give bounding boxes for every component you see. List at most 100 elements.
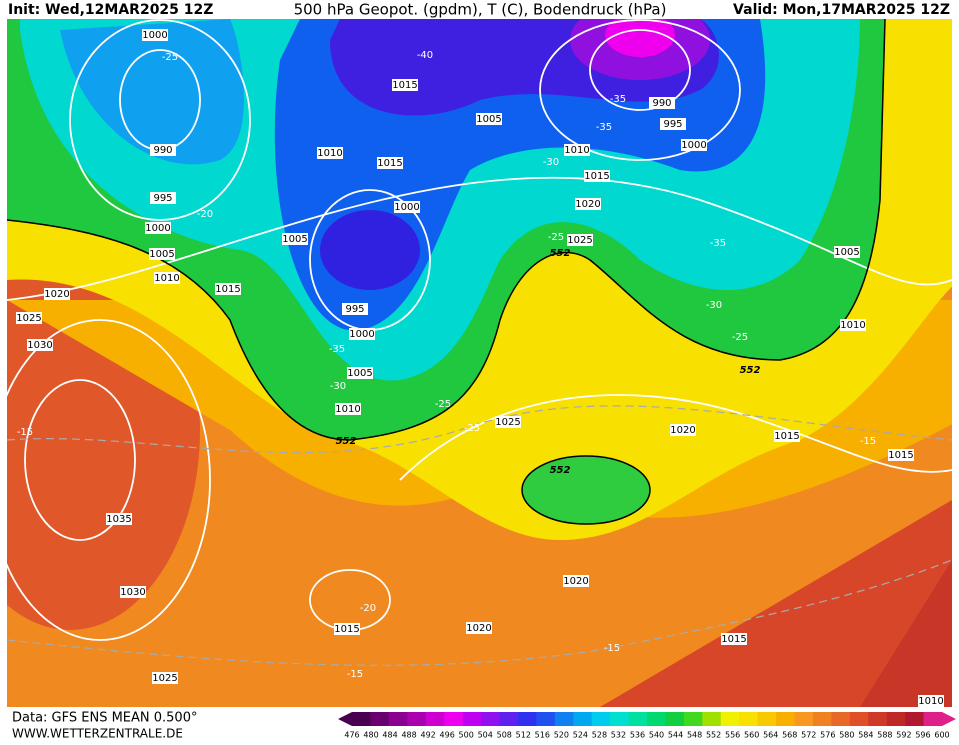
temperature-label: -15 (604, 643, 620, 654)
label-box (377, 157, 403, 169)
pressure-label: 1020 (466, 623, 491, 634)
temperature-label: -35 (596, 122, 612, 133)
legend-level: 592 (896, 731, 911, 740)
pressure-label: 1015 (215, 284, 240, 295)
temperature-label: -30 (330, 381, 346, 392)
legend-level: 524 (573, 731, 588, 740)
color-legend: 476 480 484 488 492 496 500 504 508 512 516 520 524 5… (338, 712, 956, 740)
pressure-label: 1015 (888, 450, 913, 461)
pressure-label: 1020 (563, 576, 588, 587)
legend-level: 520 (554, 731, 569, 740)
label-box (575, 198, 601, 210)
legend-level: 536 (630, 731, 645, 740)
legend-level: 596 (915, 731, 930, 740)
legend-swatch (776, 712, 795, 726)
legend-level: 528 (592, 731, 607, 740)
map-area (7, 19, 952, 707)
legend-swatch (610, 712, 630, 726)
label-box (16, 312, 42, 324)
label-box (660, 118, 686, 130)
pressure-label: 1000 (349, 329, 374, 340)
legend-level: 488 (401, 731, 416, 740)
pressure-label: 1015 (584, 171, 609, 182)
label-box (334, 623, 360, 635)
label-box (215, 283, 241, 295)
legend-swatch (702, 712, 722, 726)
pressure-label: 1005 (149, 249, 174, 260)
label-box (27, 339, 53, 351)
label-box (774, 430, 800, 442)
label-box (476, 113, 502, 125)
legend-swatch (849, 712, 869, 726)
pressure-label: 1010 (564, 145, 589, 156)
pressure-label: 990 (153, 145, 172, 156)
temperature-label: -35 (610, 94, 626, 105)
label-box (120, 586, 146, 598)
geopotential-552 (7, 19, 886, 525)
legend-level: 508 (497, 731, 512, 740)
pressure-label: 1015 (774, 431, 799, 442)
legend-swatch (591, 712, 611, 726)
legend-swatch (352, 712, 371, 726)
legend-swatch (812, 712, 832, 726)
isotherms (7, 405, 952, 666)
legend-level: 496 (440, 731, 455, 740)
legend-swatch (905, 712, 925, 726)
label-box (317, 147, 343, 159)
legend-level: 484 (382, 731, 397, 740)
label-box (154, 272, 180, 284)
temperature-label: -35 (710, 238, 726, 249)
label-box (392, 79, 418, 91)
pressure-label: 1005 (282, 234, 307, 245)
label-box (342, 303, 368, 315)
legend-swatch (923, 712, 943, 726)
label-box (142, 29, 168, 41)
label-box (840, 319, 866, 331)
label-box (44, 288, 70, 300)
temperature-label: -15 (860, 436, 876, 447)
legend-swatch (628, 712, 648, 726)
legend-level: 572 (801, 731, 816, 740)
legend-swatch (481, 712, 500, 726)
legend-level: 544 (668, 731, 683, 740)
legend-level: 556 (725, 731, 740, 740)
temperature-label: -25 (435, 399, 451, 410)
temperature-label: -20 (360, 603, 376, 614)
label-box (282, 233, 308, 245)
legend-level: 588 (877, 731, 892, 740)
legend-level: 480 (363, 731, 378, 740)
pressure-label: 1010 (840, 320, 865, 331)
legend-swatch (462, 712, 482, 726)
pressure-label: 1000 (681, 140, 706, 151)
legend-arrow (338, 712, 352, 726)
legend-swatch (388, 712, 408, 726)
legend-swatch (720, 712, 740, 726)
pressure-label: 1020 (44, 289, 69, 300)
warm-field (600, 500, 952, 707)
label-box (466, 622, 492, 634)
legend-swatch (407, 712, 427, 726)
pressure-label: 1035 (106, 514, 131, 525)
field (320, 210, 420, 290)
legend-level: 600 (934, 731, 949, 740)
label-box (888, 449, 914, 461)
geopotential-label: 552 (550, 465, 571, 476)
legend-level: 580 (839, 731, 854, 740)
legend-swatch (536, 712, 556, 726)
pressure-label: 1015 (392, 80, 417, 91)
label-box (495, 416, 521, 428)
label-box (149, 248, 175, 260)
label-box (349, 328, 375, 340)
label-box (918, 695, 944, 707)
pressure-label: 1025 (152, 673, 177, 684)
isobars (7, 19, 952, 641)
data-source: Data: GFS ENS MEAN 0.500° (12, 711, 197, 726)
legend-swatch (794, 712, 814, 726)
legend-level: 504 (478, 731, 493, 740)
pressure-label: 1000 (145, 223, 170, 234)
label-box (335, 403, 361, 415)
label-box (106, 513, 132, 525)
label-box (584, 170, 610, 182)
